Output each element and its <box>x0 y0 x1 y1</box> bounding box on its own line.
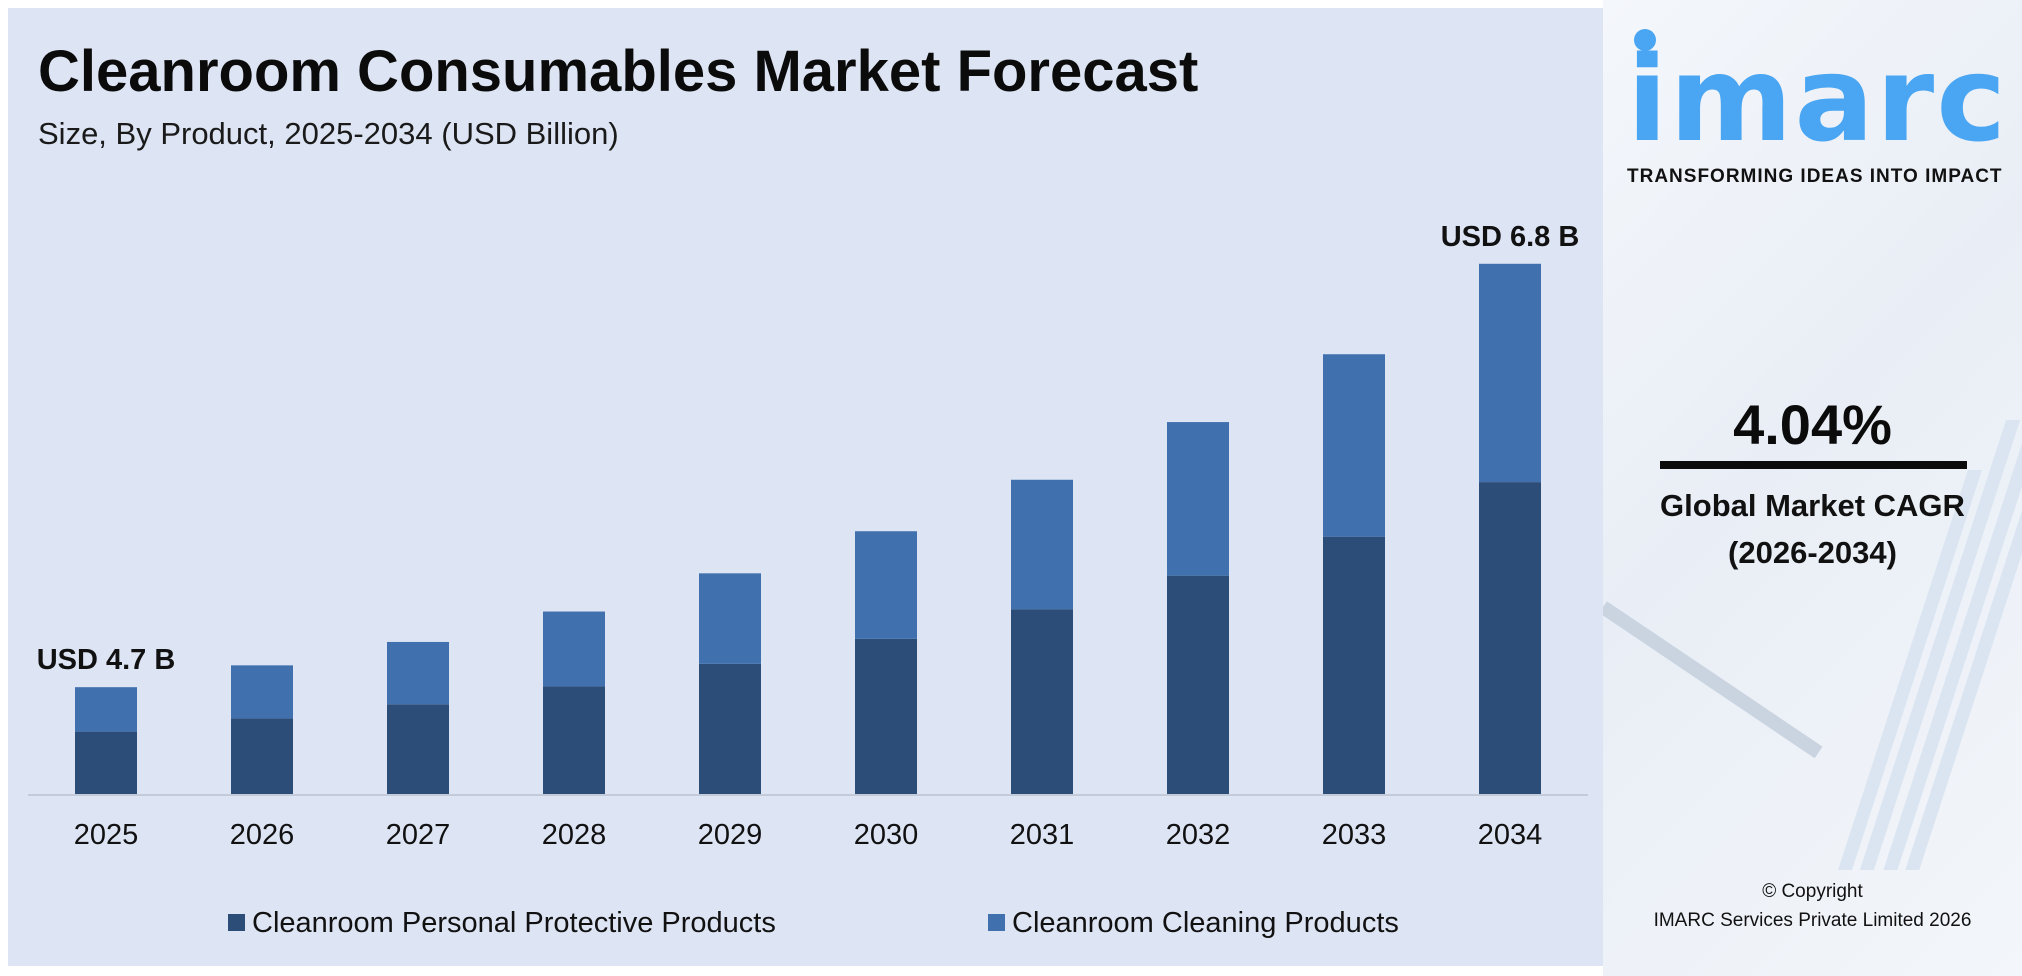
cagr-value: 4.04% <box>1733 393 1892 456</box>
bar-cleaning-2027 <box>387 641 449 705</box>
x-tick-label-2031: 2031 <box>1010 819 1075 851</box>
x-tick-label-2029: 2029 <box>698 819 763 851</box>
side-panel: imarc TRANSFORMING IDEAS INTO IMPACT 4.0… <box>1603 0 2022 976</box>
bar-cleaning-2032 <box>1167 422 1229 576</box>
bar-personal-protective-2032 <box>1167 575 1229 794</box>
bar-cleaning-2025 <box>75 687 137 732</box>
bar-cleaning-2033 <box>1323 354 1385 537</box>
cagr-period: (2026-2034) <box>1728 535 1897 570</box>
bar-cleaning-2026 <box>231 665 293 719</box>
x-tick-label-2032: 2032 <box>1166 819 1231 851</box>
bar-cleaning-2034 <box>1479 263 1541 483</box>
bar-personal-protective-2025 <box>75 731 137 794</box>
legend-label-cleaning: Cleanroom Cleaning Products <box>1012 907 1399 939</box>
data-label-2034: USD 6.8 B <box>1441 221 1580 253</box>
bar-personal-protective-2027 <box>387 704 449 794</box>
bar-cleaning-2030 <box>855 531 917 639</box>
bar-personal-protective-2031 <box>1011 609 1073 794</box>
x-tick-label-2034: 2034 <box>1478 819 1543 851</box>
x-tick-label-2030: 2030 <box>854 819 919 851</box>
x-tick-label-2033: 2033 <box>1322 819 1387 851</box>
bar-personal-protective-2026 <box>231 718 293 794</box>
bar-cleaning-2031 <box>1011 479 1073 610</box>
cagr-label: Global Market CAGR <box>1660 488 1965 523</box>
copyright-symbol-line: © Copyright <box>1762 881 1863 902</box>
bar-personal-protective-2030 <box>855 638 917 794</box>
x-tick-label-2028: 2028 <box>542 819 607 851</box>
data-label-2025: USD 4.7 B <box>37 644 176 676</box>
x-tick-label-2026: 2026 <box>230 819 295 851</box>
bar-cleaning-2028 <box>543 611 605 687</box>
legend-label-personal-protective: Cleanroom Personal Protective Products <box>252 907 776 939</box>
legend-swatch-personal-protective <box>228 914 245 931</box>
chart-subtitle: Size, By Product, 2025-2034 (USD Billion… <box>38 116 619 151</box>
chart-panel: Cleanroom Consumables Market Forecast Si… <box>8 8 1603 966</box>
stacked-bar-chart: 2025 USD 4.7 B 2026 2027 2028 2029 2030 2031 203… <box>28 221 1588 939</box>
decor-line <box>1603 601 1823 759</box>
imarc-logo: imarc <box>1627 30 2009 168</box>
legend-swatch-cleaning <box>988 914 1005 931</box>
bar-personal-protective-2034 <box>1479 482 1541 794</box>
bar-personal-protective-2028 <box>543 686 605 794</box>
bar-cleaning-2029 <box>699 573 761 664</box>
bar-personal-protective-2033 <box>1323 536 1385 794</box>
chart-title: Cleanroom Consumables Market Forecast <box>38 39 1199 104</box>
logo-dot <box>1634 29 1656 51</box>
x-tick-label-2025: 2025 <box>74 819 139 851</box>
cagr-divider <box>1660 461 1967 469</box>
bar-personal-protective-2029 <box>699 663 761 794</box>
copyright-company: IMARC Services Private Limited 2026 <box>1653 910 1972 931</box>
logo-tagline: TRANSFORMING IDEAS INTO IMPACT <box>1627 166 2003 187</box>
x-tick-label-2027: 2027 <box>386 819 451 851</box>
